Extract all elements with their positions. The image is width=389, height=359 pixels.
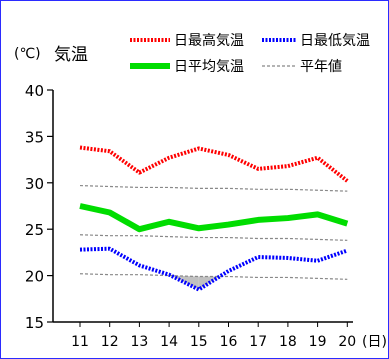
series-lines	[79, 145, 349, 292]
y-tick-label: 20	[25, 268, 44, 286]
legend-label-normal: 平年値	[300, 59, 342, 75]
y-tick-label: 15	[25, 314, 44, 332]
normal-line	[79, 184, 348, 192]
x-tick-label: 15	[190, 334, 208, 350]
y-axis-title: 気温	[54, 45, 88, 65]
x-tick-label: 17	[249, 334, 267, 350]
x-unit-label: (日)	[362, 334, 387, 350]
y-ticks: 15 20 25 30 35 40	[25, 82, 53, 332]
x-tick-label: 12	[101, 334, 119, 350]
axes	[52, 90, 353, 323]
x-tick-label: 18	[279, 334, 297, 350]
legend-label-min: 日最低気温	[300, 33, 370, 49]
x-tick-label: 14	[160, 334, 178, 350]
legend: 日最高気温 日最低気温 日平均気温 平年値	[130, 32, 370, 75]
x-tick-label: 13	[130, 334, 148, 350]
min-temp-line	[79, 246, 348, 292]
x-tick-label: 20	[338, 334, 356, 350]
normal-line	[79, 234, 348, 241]
y-tick-label: 30	[25, 175, 44, 193]
x-tick-label: 16	[220, 334, 238, 350]
legend-label-mean: 日平均気温	[174, 59, 244, 75]
x-tick-label: 19	[309, 334, 327, 350]
x-tick-label: 11	[71, 334, 89, 350]
y-tick-label: 35	[25, 128, 44, 146]
normal-line	[79, 273, 348, 280]
y-tick-label: 40	[25, 82, 44, 100]
max-temp-line	[79, 145, 349, 183]
legend-label-max: 日最高気温	[174, 32, 244, 49]
y-tick-label: 25	[25, 221, 44, 239]
x-ticks: 11 12 13 14 15 16 17 18 19 20	[71, 322, 356, 350]
mean-temp-line	[79, 203, 349, 233]
normal-lines	[79, 184, 348, 280]
y-unit-label: (℃)	[14, 46, 41, 62]
